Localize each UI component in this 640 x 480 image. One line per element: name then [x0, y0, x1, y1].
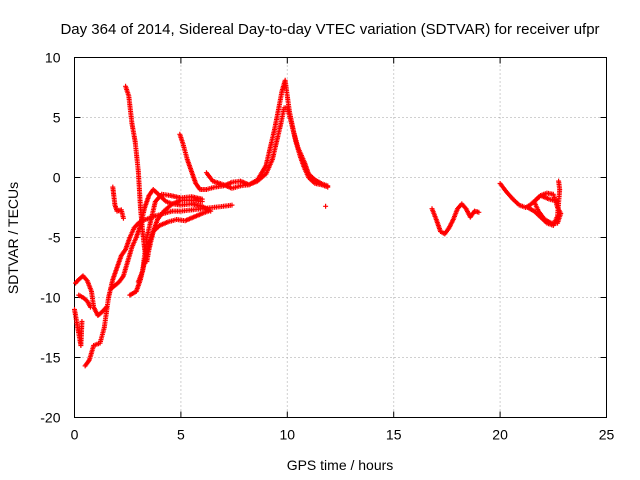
- data-points: [72, 77, 564, 369]
- x-tick-label: 15: [386, 427, 402, 443]
- series-track-h: [135, 191, 205, 285]
- y-tick-labels: -20 -15 -10 -5 0 5 10: [40, 50, 60, 426]
- x-axis-label: GPS time / hours: [287, 457, 394, 473]
- y-tick-label: 5: [53, 110, 61, 126]
- data-point: [556, 178, 562, 184]
- y-tick-label: -10: [40, 290, 60, 306]
- data-point: [87, 304, 93, 310]
- x-tick-labels: 0 5 10 15 20 25: [71, 427, 615, 443]
- data-point: [79, 319, 85, 324]
- data-point: [206, 208, 212, 214]
- x-tick-label: 5: [177, 427, 185, 443]
- chart-title: Day 364 of 2014, Sidereal Day-to-day VTE…: [60, 21, 599, 38]
- series-track-a: [72, 307, 85, 348]
- x-tick-label: 20: [492, 427, 508, 443]
- data-point: [476, 209, 482, 215]
- y-tick-label: -5: [48, 230, 61, 246]
- series-track-k: [323, 203, 329, 209]
- data-point: [199, 196, 205, 202]
- x-tick-label: 0: [71, 427, 79, 443]
- y-axis-label: SDTVAR / TECUs: [5, 182, 21, 294]
- y-tick-label: 0: [53, 170, 61, 186]
- series-track-j: [203, 77, 331, 191]
- data-point: [323, 203, 329, 209]
- x-tick-label: 25: [599, 427, 615, 443]
- series-track-n: [525, 178, 563, 228]
- series-track-c: [76, 292, 93, 310]
- y-tick-label: 10: [45, 50, 61, 66]
- x-tick-label: 10: [280, 427, 296, 443]
- data-point: [229, 202, 235, 208]
- grid-lines: [74, 57, 607, 418]
- y-tick-label: -20: [40, 410, 60, 426]
- series-track-o: [110, 184, 126, 221]
- y-tick-label: -15: [40, 350, 60, 366]
- axis-ticks: [74, 57, 607, 418]
- data-point: [120, 215, 126, 221]
- series-track-l: [429, 201, 482, 237]
- series-track-d: [82, 202, 235, 369]
- data-point: [325, 183, 331, 189]
